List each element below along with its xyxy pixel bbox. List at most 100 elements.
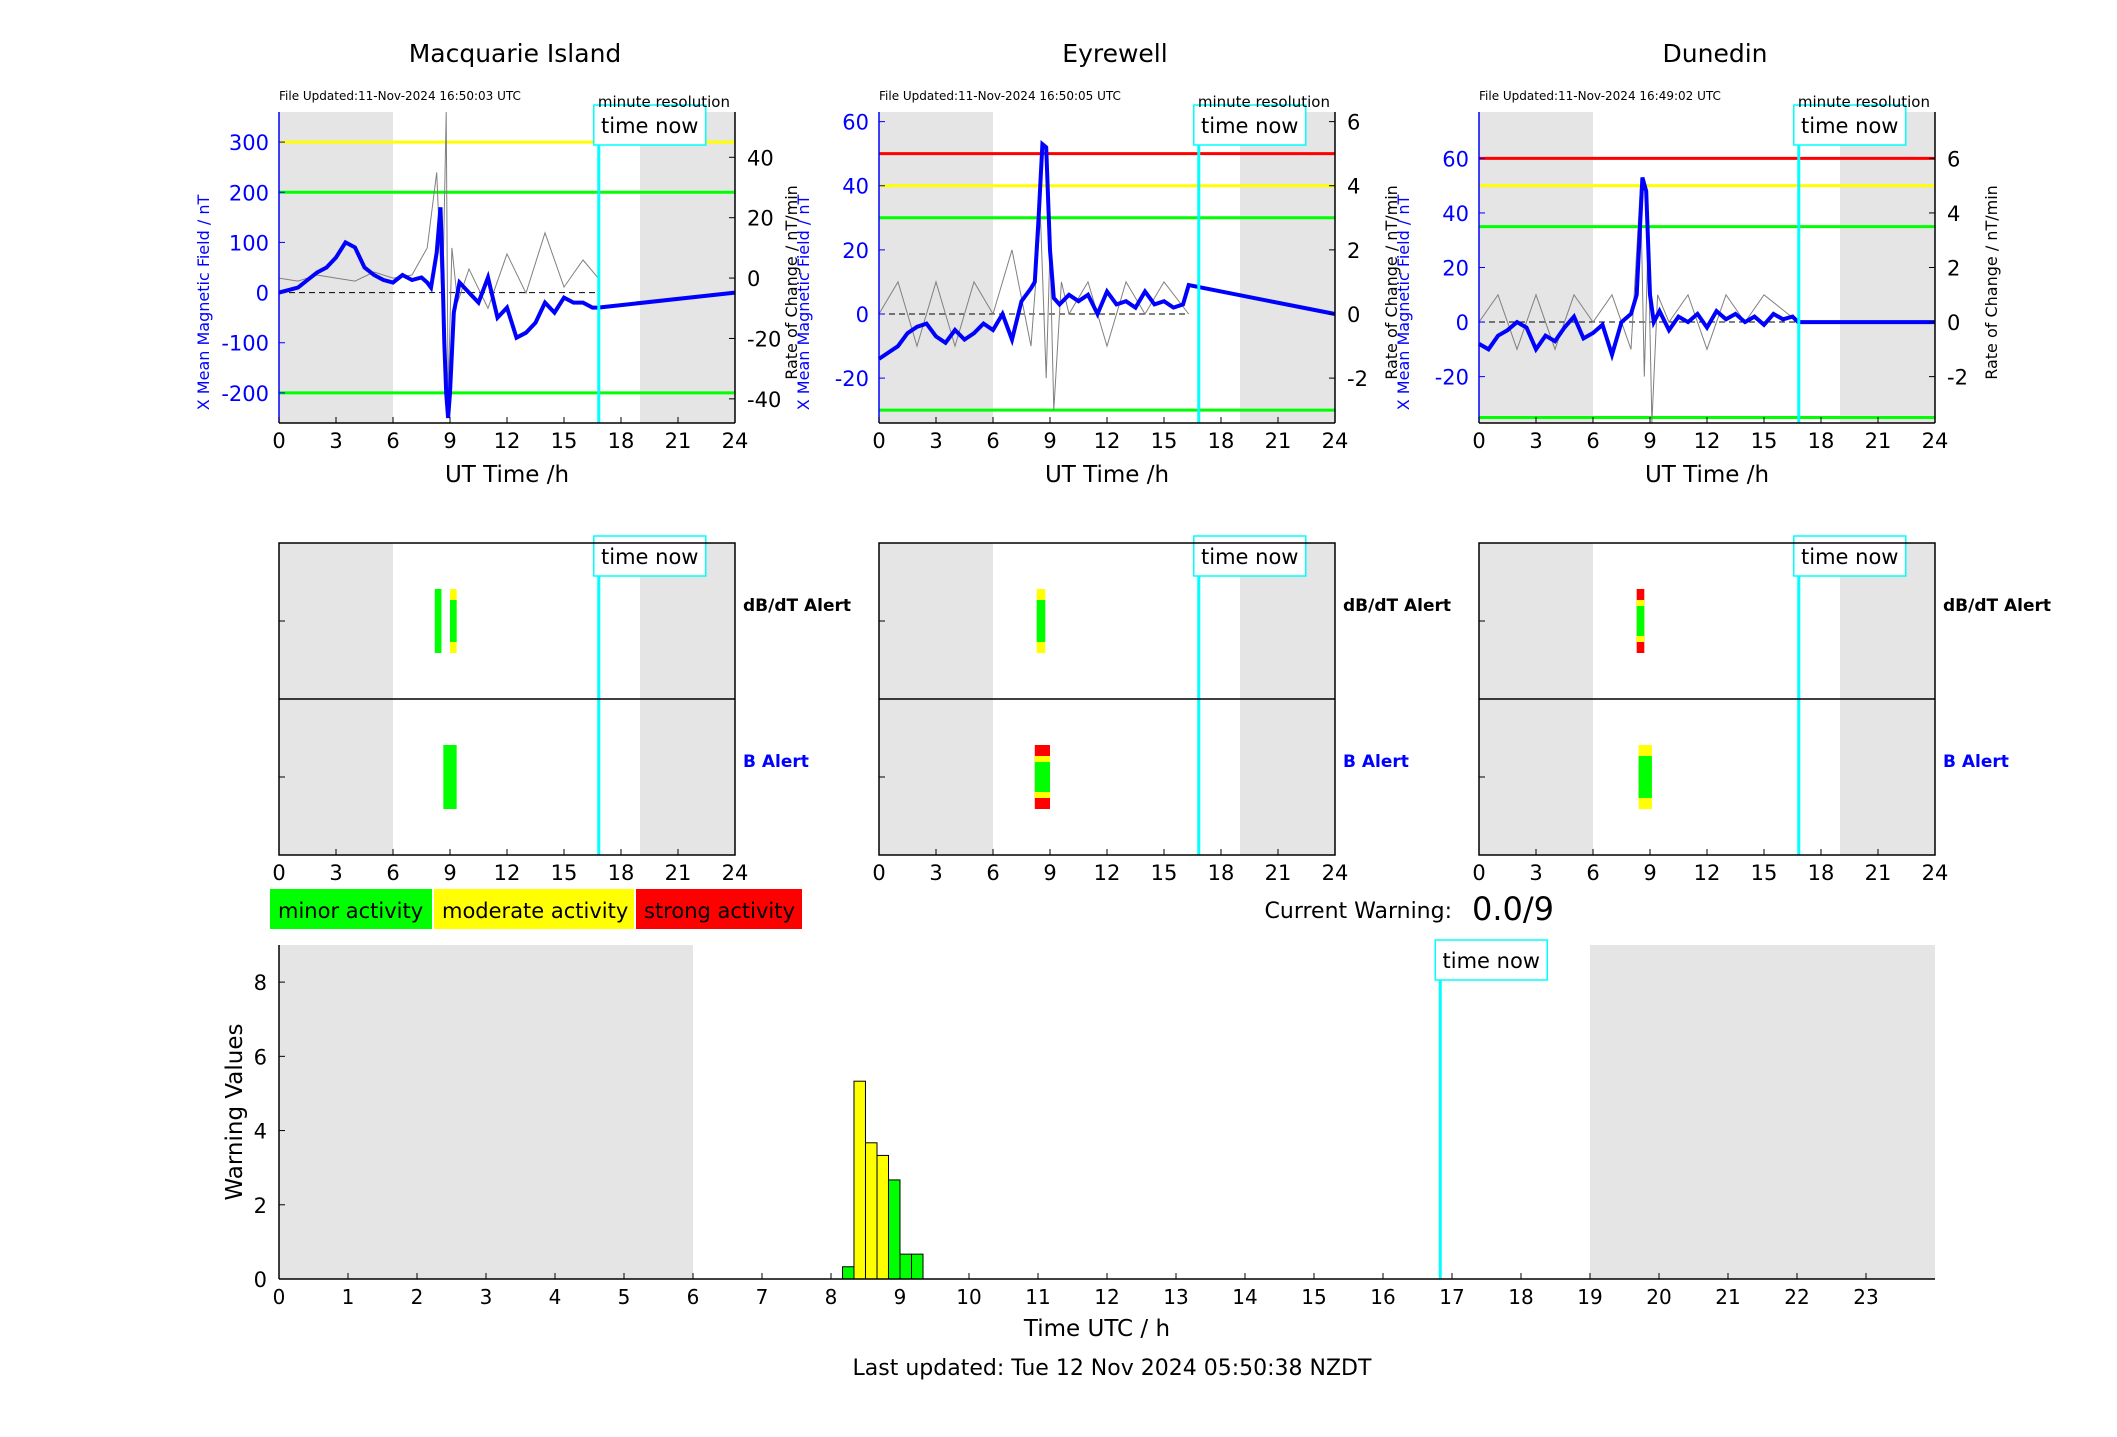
warning-bar xyxy=(887,1179,901,1280)
alert-chart-1: time now 0 3 6 9 12 15 18 21 24 dB/dT Alert B Alert xyxy=(872,535,1451,885)
night-shading xyxy=(1240,112,1335,423)
y-tick-label-left: -200 xyxy=(221,382,269,406)
warning-bar xyxy=(853,1080,866,1280)
legend-swatch xyxy=(434,889,634,929)
resolution-text: minute resolution xyxy=(598,93,730,111)
x-tick-label: 24 xyxy=(722,429,749,453)
y-tick-label-left: 40 xyxy=(842,175,869,199)
x-tick-label: 0 xyxy=(272,429,285,453)
x-tick-label: 4 xyxy=(549,1285,562,1309)
y-tick-label-left: 60 xyxy=(842,111,869,135)
x-tick-label: 13 xyxy=(1163,1285,1188,1309)
night-shading xyxy=(879,112,993,423)
dbdt-alert-bar xyxy=(1636,606,1645,636)
x-tick-label: 6 xyxy=(986,861,999,885)
x-tick-label: 18 xyxy=(1208,429,1235,453)
current-warning-label: Current Warning: xyxy=(1265,899,1452,924)
x-axis-label: UT Time /h xyxy=(1645,462,1769,488)
y-tick-label-right: 6 xyxy=(1947,147,1960,171)
alert-chart-0: time now 0 3 6 9 12 15 18 21 24 dB/dT Alert B Alert xyxy=(272,535,851,885)
field-series xyxy=(1478,176,1935,362)
x-tick-label: 21 xyxy=(665,861,692,885)
x-tick-label: 12 xyxy=(494,861,521,885)
x-tick-label: 24 xyxy=(1322,861,1349,885)
x-tick-label: 19 xyxy=(1577,1285,1602,1309)
warning-bar xyxy=(842,1266,855,1280)
x-tick-label: 18 xyxy=(1508,1285,1533,1309)
x-tick-label: 6 xyxy=(1586,429,1599,453)
y-tick-label-left: -20 xyxy=(1435,366,1469,390)
y-tick-label-left: 20 xyxy=(842,239,869,263)
x-tick-label: 6 xyxy=(386,861,399,885)
x-tick-label: 6 xyxy=(986,429,999,453)
x-tick-label: 7 xyxy=(756,1285,769,1309)
file-updated-text: File Updated:11-Nov-2024 16:49:02 UTC xyxy=(1479,89,1721,103)
warning-bar xyxy=(899,1253,913,1280)
x-tick-label: 16 xyxy=(1370,1285,1395,1309)
x-tick-label: 9 xyxy=(443,429,456,453)
x-tick-label: 18 xyxy=(1808,429,1835,453)
y-tick-label-left: 0 xyxy=(256,282,269,306)
dbdt-alert-label: dB/dT Alert xyxy=(743,596,851,616)
x-axis-label: UT Time /h xyxy=(445,462,569,488)
x-tick-label: 15 xyxy=(1751,861,1778,885)
x-tick-label: 3 xyxy=(329,429,342,453)
x-tick-label: 6 xyxy=(687,1285,700,1309)
x-tick-label: 3 xyxy=(329,861,342,885)
night-shading xyxy=(640,112,735,423)
x-tick-label: 21 xyxy=(665,429,692,453)
y-tick-label-right: 2 xyxy=(1347,239,1360,263)
x-tick-label: 18 xyxy=(1808,861,1835,885)
station-title: Eyrewell xyxy=(1062,39,1167,68)
y-tick-label-right: 0 xyxy=(747,267,760,291)
x-tick-label: 24 xyxy=(1922,429,1949,453)
x-tick-label: 15 xyxy=(1301,1285,1326,1309)
b-alert-bar xyxy=(1034,762,1050,792)
activity-legend: minor activity moderate activity strong ac… xyxy=(270,889,802,929)
x-tick-label: 9 xyxy=(1643,429,1656,453)
x-tick-label: 24 xyxy=(1322,429,1349,453)
x-tick-label: 18 xyxy=(608,861,635,885)
x-tick-label: 9 xyxy=(443,861,456,885)
x-tick-label: 15 xyxy=(551,861,578,885)
x-tick-label: 10 xyxy=(956,1285,981,1309)
dbdt-alert-label: dB/dT Alert xyxy=(1943,596,2051,616)
x-tick-label: 5 xyxy=(618,1285,631,1309)
x-tick-label: 12 xyxy=(1094,861,1121,885)
y-tick-label: 2 xyxy=(254,1194,267,1218)
legend-label: minor activity xyxy=(278,899,423,923)
y-tick-label: 8 xyxy=(254,971,267,995)
x-tick-label: 15 xyxy=(1151,861,1178,885)
time-now-box xyxy=(593,104,707,146)
warning-bar xyxy=(911,1253,924,1280)
station-title: Dunedin xyxy=(1663,39,1768,68)
y-tick-label-right: 4 xyxy=(1347,175,1360,199)
current-warning-value: 0.0/9 xyxy=(1472,890,1554,928)
legend-label: moderate activity xyxy=(442,899,628,923)
file-updated-text: File Updated:11-Nov-2024 16:50:03 UTC xyxy=(279,89,521,103)
x-tick-label: 8 xyxy=(825,1285,838,1309)
y-tick-label-left: 0 xyxy=(856,303,869,327)
b-alert-label: B Alert xyxy=(743,752,809,772)
x-tick-label: 0 xyxy=(872,429,885,453)
time-now-label: time now xyxy=(601,114,698,138)
station-title: Macquarie Island xyxy=(409,39,622,68)
y-tick-label-left: 200 xyxy=(229,181,269,205)
night-shading xyxy=(1479,112,1593,423)
x-tick-label: 24 xyxy=(1922,861,1949,885)
x-tick-label: 22 xyxy=(1784,1285,1809,1309)
y-axis-label-right: Rate of Change / nT/min xyxy=(1982,185,2001,380)
y-tick-label: 6 xyxy=(254,1045,267,1069)
x-tick-label: 9 xyxy=(1043,861,1056,885)
x-tick-label: 3 xyxy=(480,1285,493,1309)
x-tick-label: 12 xyxy=(494,429,521,453)
x-axis-label: UT Time /h xyxy=(1045,462,1169,488)
x-tick-label: 1 xyxy=(342,1285,355,1309)
time-now-label: time now xyxy=(601,545,698,569)
x-tick-label: 21 xyxy=(1265,429,1292,453)
y-tick-label-left: 100 xyxy=(229,231,269,255)
